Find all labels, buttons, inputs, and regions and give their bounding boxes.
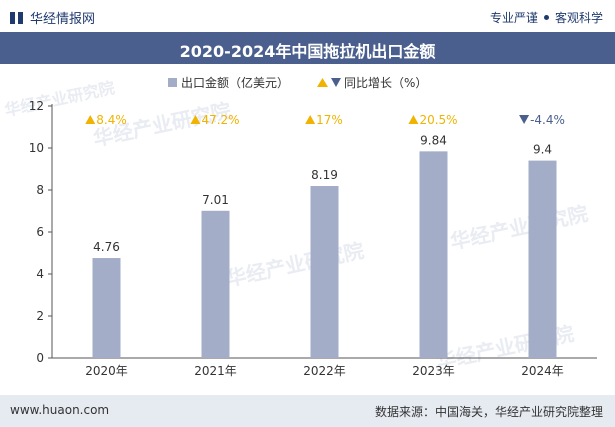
bar [310, 186, 339, 358]
growth-label: 17% [305, 113, 343, 127]
bars: 4.76 2020年 8.4% 7.01 2021年 47.2% 8.19 2022年 17% 9… [85, 113, 565, 378]
y-tick-label: 10 [29, 141, 44, 155]
bullet-icon [543, 15, 549, 20]
bar-value-label: 7.01 [202, 193, 229, 207]
x-tick-label: 2023年 [412, 364, 455, 378]
growth-value: 20.5% [419, 113, 457, 127]
bar-value-label: 4.76 [93, 240, 120, 254]
brand-logo: 华经情报网 [10, 8, 95, 27]
y-tick-label: 0 [36, 351, 44, 365]
legend-label-export: 出口金额（亿美元） [181, 75, 289, 90]
legend: 出口金额（亿美元） 同比增长（%） [168, 75, 427, 90]
growth-value: 8.4% [96, 113, 127, 127]
logo-icon [10, 11, 24, 25]
site-name: 华经情报网 [30, 12, 96, 27]
watermark-text: 华经产业研究院 [224, 238, 366, 291]
growth-label: 20.5% [408, 113, 458, 127]
title-bar: 2020-2024年中国拖拉机出口金额 [0, 32, 615, 64]
up-triangle-icon [85, 115, 96, 124]
bar-value-label: 8.19 [311, 168, 338, 182]
footer: www.huaon.com 数据来源：中国海关，华经产业研究院整理 [0, 395, 615, 427]
watermark-text: 华经产业研究院 [448, 201, 590, 254]
legend-swatch-export [168, 78, 177, 87]
bar [92, 258, 121, 358]
bar-value-label: 9.4 [533, 143, 552, 157]
footer-website: www.huaon.com [10, 403, 110, 417]
tagline-left: 专业严谨 [489, 11, 538, 25]
growth-label: 8.4% [85, 113, 127, 127]
tagline-right: 客观科学 [554, 11, 603, 25]
top-bar: 华经情报网 专业严谨 客观科学 [0, 0, 615, 32]
up-triangle-icon [190, 115, 201, 124]
growth-label: -4.4% [519, 113, 565, 127]
footer-source: 数据来源：中国海关，华经产业研究院整理 [374, 405, 603, 419]
y-tick-label: 4 [36, 267, 44, 281]
growth-value: 17% [316, 113, 343, 127]
legend-up-triangle-icon [317, 78, 328, 87]
down-triangle-icon [519, 115, 530, 124]
growth-value: 47.2% [201, 113, 239, 127]
chart-title: 2020-2024年中国拖拉机出口金额 [179, 42, 436, 61]
x-tick-label: 2021年 [194, 364, 237, 378]
y-tick-label: 8 [36, 183, 44, 197]
up-triangle-icon [305, 115, 316, 124]
x-tick-label: 2024年 [521, 364, 564, 378]
legend-label-growth: 同比增长（%） [344, 76, 427, 90]
y-tick-label: 6 [36, 225, 44, 239]
x-tick-label: 2022年 [303, 364, 346, 378]
y-tick-label: 12 [29, 99, 44, 113]
tagline: 专业严谨 客观科学 [490, 9, 603, 26]
up-triangle-icon [408, 115, 419, 124]
legend-down-triangle-icon [331, 78, 341, 87]
bar [528, 160, 557, 358]
growth-label: 47.2% [190, 113, 240, 127]
growth-value: -4.4% [530, 113, 565, 127]
x-tick-label: 2020年 [85, 364, 128, 378]
bar [419, 151, 448, 358]
bar [201, 210, 230, 358]
bar-value-label: 9.84 [420, 133, 447, 147]
y-tick-label: 2 [36, 309, 44, 323]
